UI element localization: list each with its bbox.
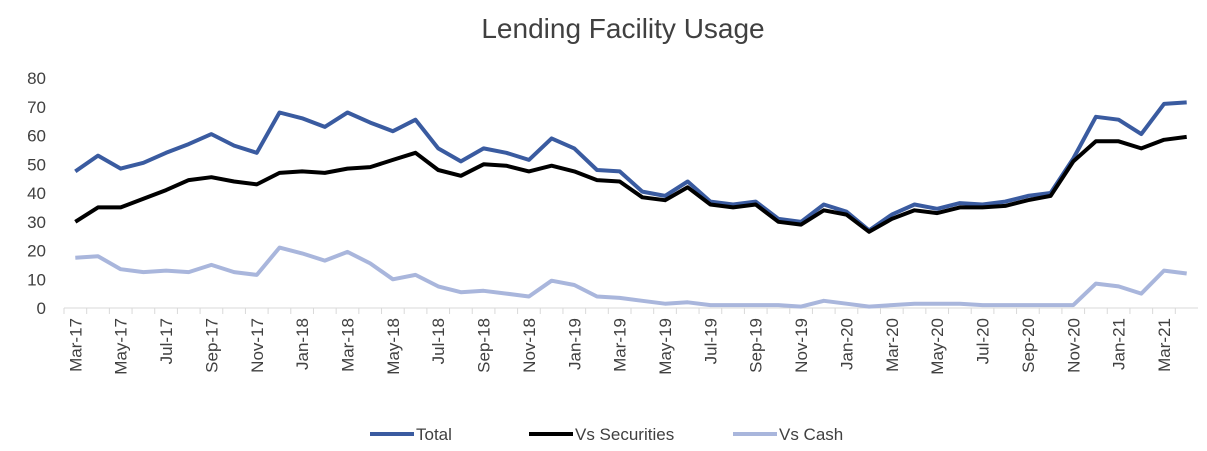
x-tick-label: Nov-20 (1064, 318, 1083, 373)
legend-label: Vs Cash (779, 425, 843, 444)
x-tick-label: Jul-17 (157, 318, 176, 364)
x-tick-label: Jan-19 (565, 318, 584, 370)
x-tick-label: Mar-19 (611, 318, 630, 372)
x-tick-label: Sep-20 (1019, 318, 1038, 373)
x-tick-label: Mar-20 (883, 318, 902, 372)
y-tick-label: 70 (27, 98, 46, 117)
x-tick-label: Jan-21 (1110, 318, 1129, 370)
x-tick-label: May-20 (928, 318, 947, 375)
y-tick-label: 80 (27, 69, 46, 88)
line (74, 100, 1187, 233)
y-tick-label: 60 (27, 127, 46, 146)
x-tick-label: May-18 (384, 318, 403, 375)
y-tick-label: 40 (27, 184, 46, 203)
x-tick-label: Jul-18 (429, 318, 448, 364)
x-tick-label: Mar-17 (66, 318, 85, 372)
x-tick-label: Nov-19 (792, 318, 811, 373)
x-tick-label: Sep-17 (202, 318, 221, 373)
y-tick-label: 0 (37, 299, 46, 318)
x-tick-label: Jul-19 (701, 318, 720, 364)
x-tick-label: Jan-20 (837, 318, 856, 370)
x-tick-label: Jul-20 (974, 318, 993, 364)
line (74, 134, 1187, 234)
y-tick-label: 30 (27, 213, 46, 232)
x-tick-label: Mar-18 (339, 318, 358, 372)
y-tick-label: 10 (27, 270, 46, 289)
y-tick-label: 50 (27, 155, 46, 174)
x-tick-label: Nov-18 (520, 318, 539, 373)
x-tick-label: Jan-18 (293, 318, 312, 370)
line (75, 245, 1187, 309)
x-tick-label: Nov-17 (248, 318, 267, 373)
x-tick-label: May-17 (112, 318, 131, 375)
legend-label: Vs Securities (575, 425, 674, 444)
x-tick-label: May-19 (656, 318, 675, 375)
x-tick-label: Mar-21 (1155, 318, 1174, 372)
legend-label: Total (416, 425, 452, 444)
chart-title: Lending Facility Usage (481, 13, 764, 44)
x-tick-label: Sep-19 (747, 318, 766, 373)
x-tick-label: Sep-18 (475, 318, 494, 373)
y-tick-label: 20 (27, 242, 46, 261)
